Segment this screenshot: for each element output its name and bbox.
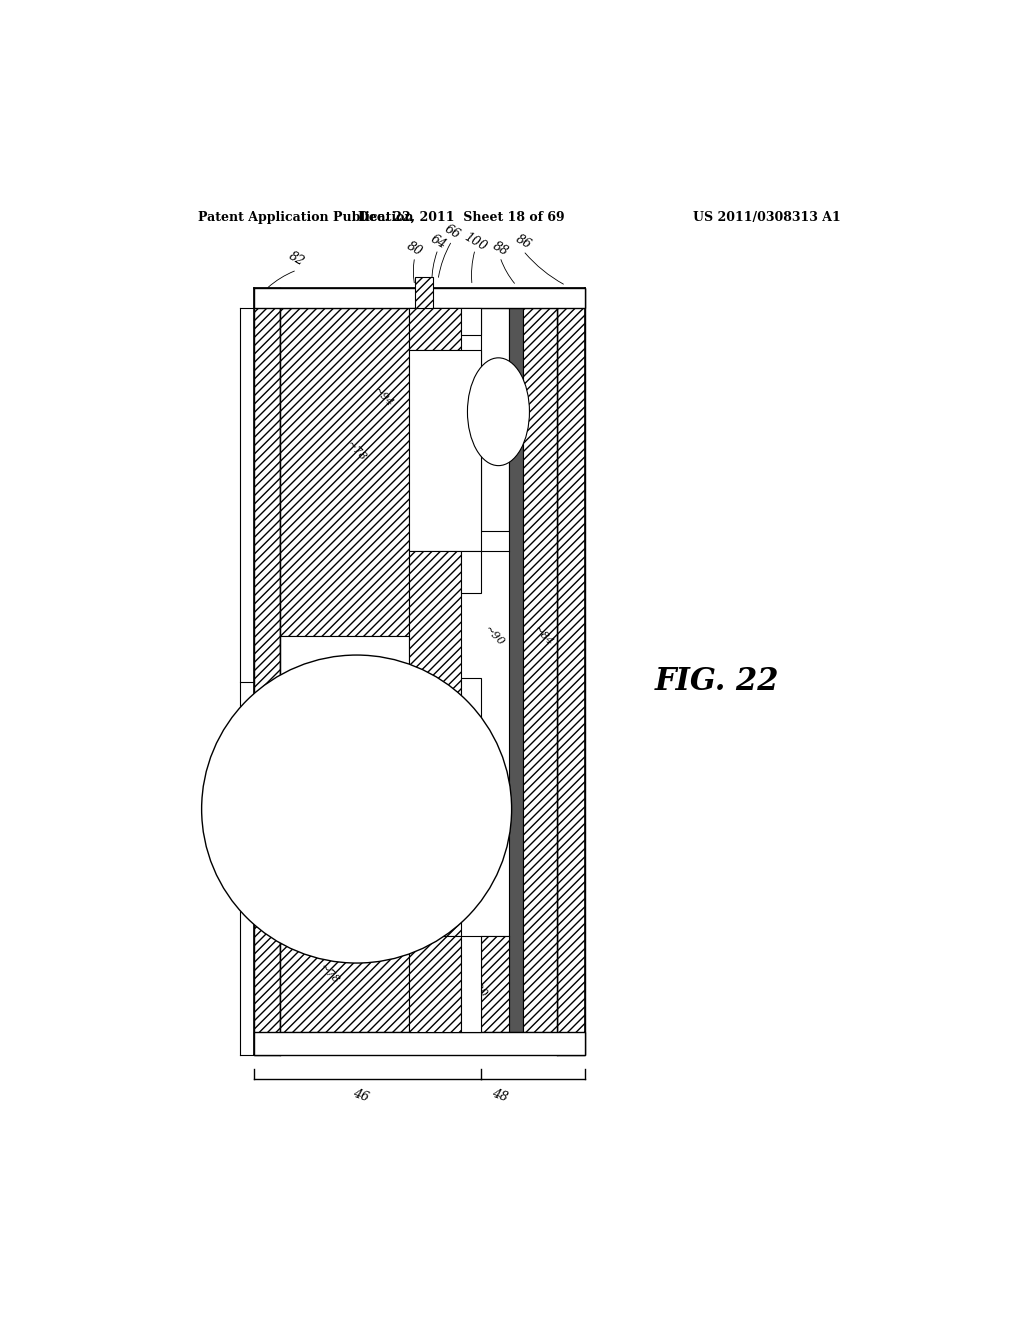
Text: ~78: ~78 xyxy=(345,440,369,463)
Bar xyxy=(280,308,409,636)
Bar xyxy=(254,288,586,308)
Text: ~90: ~90 xyxy=(482,624,506,648)
Bar xyxy=(461,936,481,1032)
Text: 82: 82 xyxy=(287,249,307,268)
Bar xyxy=(409,350,481,552)
Bar xyxy=(254,288,280,1056)
Text: ~84: ~84 xyxy=(531,624,555,648)
Text: 122: 122 xyxy=(226,816,240,841)
Bar xyxy=(280,636,409,936)
Bar xyxy=(481,308,509,531)
Bar xyxy=(461,308,481,335)
Text: ~80: ~80 xyxy=(415,612,438,636)
Bar xyxy=(461,552,481,594)
Bar xyxy=(409,308,461,350)
Text: FIG. 22: FIG. 22 xyxy=(654,667,779,697)
Text: ~116: ~116 xyxy=(381,722,410,750)
Text: ~80: ~80 xyxy=(411,974,434,998)
Text: 80: 80 xyxy=(404,240,425,259)
Text: ~102: ~102 xyxy=(458,714,486,743)
Circle shape xyxy=(202,655,512,964)
Bar xyxy=(509,308,523,1032)
Text: ~100: ~100 xyxy=(460,972,488,1001)
Text: 64: 64 xyxy=(428,232,449,251)
Bar xyxy=(481,552,509,936)
Bar xyxy=(280,936,409,1032)
Text: 46: 46 xyxy=(351,1086,371,1105)
Text: 120: 120 xyxy=(457,399,481,412)
Bar xyxy=(409,805,461,936)
Text: US 2011/0308313 A1: US 2011/0308313 A1 xyxy=(693,211,841,224)
Bar xyxy=(481,936,509,1032)
Text: 48: 48 xyxy=(490,1086,510,1105)
Text: ~96: ~96 xyxy=(482,440,506,463)
Text: 100: 100 xyxy=(462,230,488,253)
Text: ~94: ~94 xyxy=(372,385,395,409)
Bar xyxy=(557,288,586,1056)
Text: 66: 66 xyxy=(441,222,462,242)
Text: ~92: ~92 xyxy=(406,731,429,755)
Bar xyxy=(461,739,481,805)
Text: Dec. 22, 2011  Sheet 18 of 69: Dec. 22, 2011 Sheet 18 of 69 xyxy=(358,211,564,224)
Bar xyxy=(415,277,433,308)
Bar xyxy=(409,552,461,721)
Text: ~54: ~54 xyxy=(324,752,350,766)
Text: 88: 88 xyxy=(489,240,510,259)
Text: Patent Application Publication: Patent Application Publication xyxy=(198,211,414,224)
Bar xyxy=(461,678,481,721)
Text: 86: 86 xyxy=(513,232,534,251)
Bar xyxy=(280,308,557,1032)
Text: ~78: ~78 xyxy=(317,962,341,986)
Ellipse shape xyxy=(467,358,529,466)
Text: 98: 98 xyxy=(422,467,438,480)
Bar xyxy=(523,308,557,1032)
Bar xyxy=(409,936,461,1032)
Bar xyxy=(254,1032,586,1056)
